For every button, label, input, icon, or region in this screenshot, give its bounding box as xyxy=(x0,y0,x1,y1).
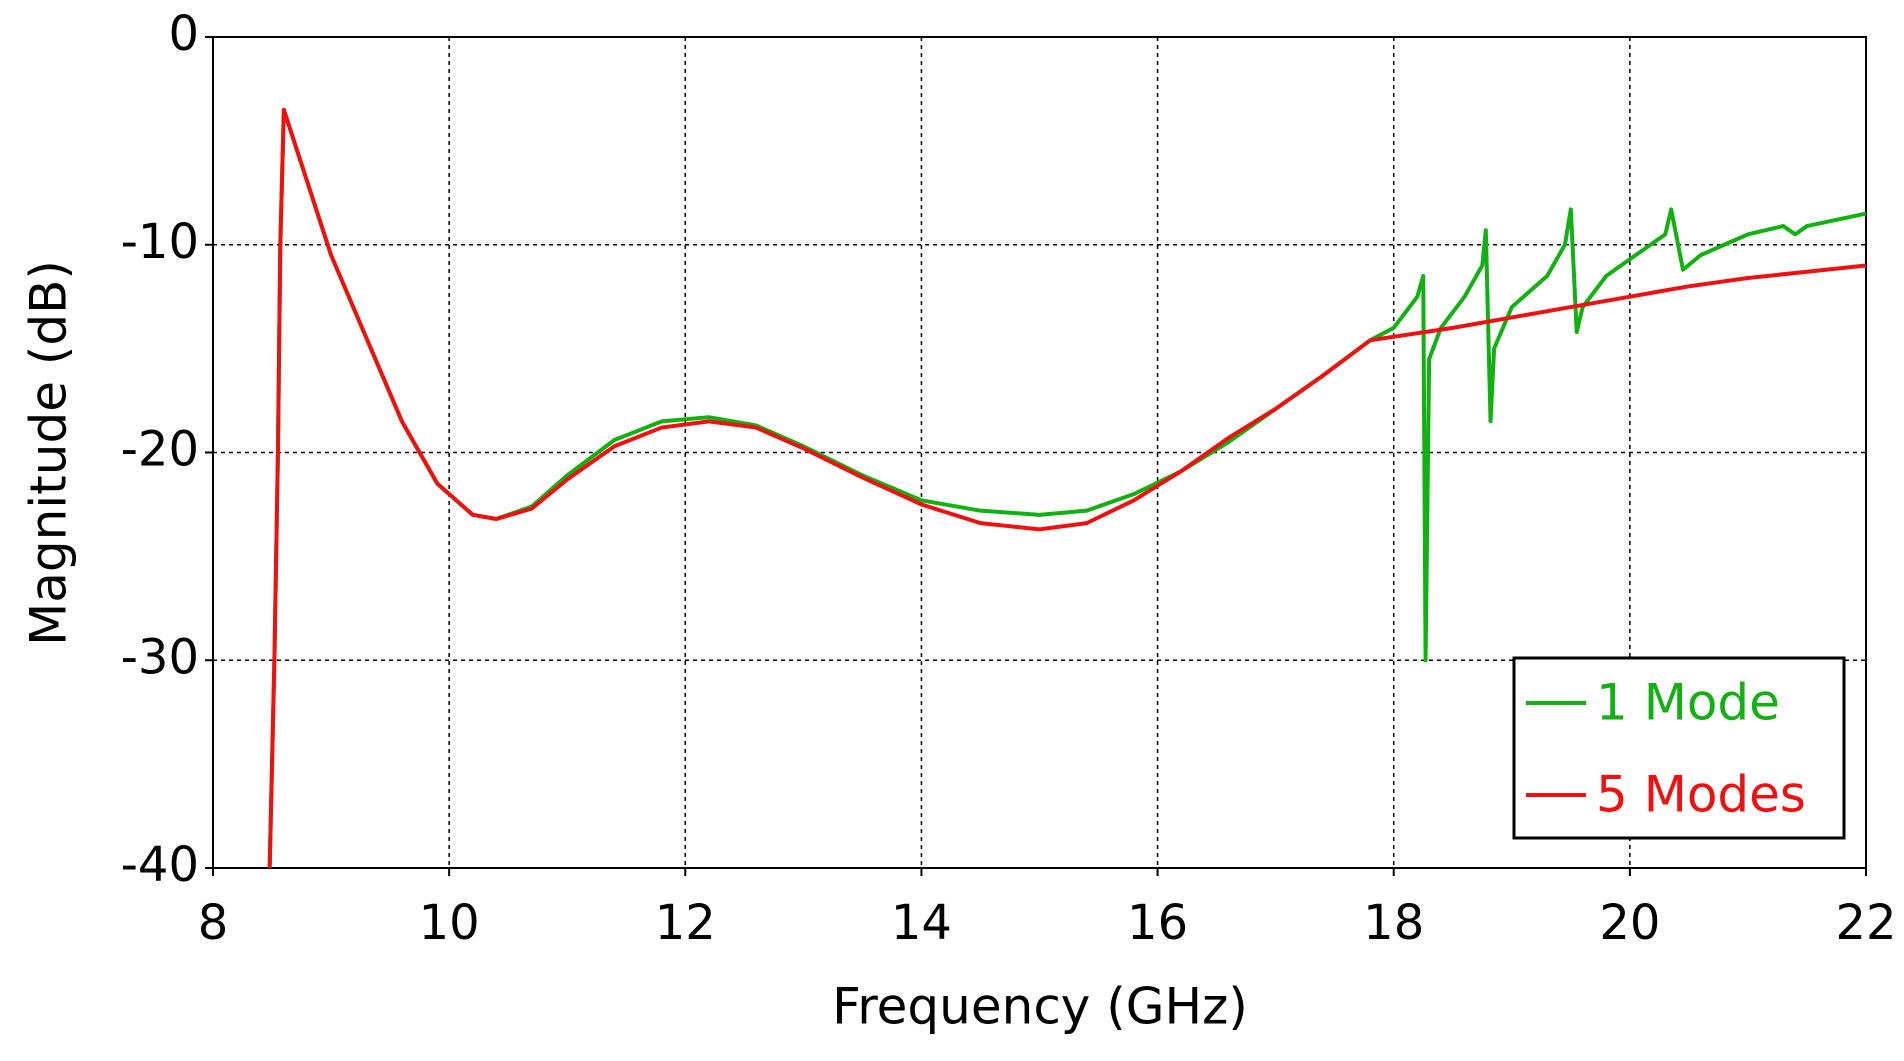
x-tick-label: 18 xyxy=(1363,895,1424,951)
plot-frame xyxy=(212,36,1867,869)
y-axis-label: Magnitude (dB) xyxy=(20,260,78,646)
x-tick-label: 20 xyxy=(1599,895,1660,951)
y-tick-label: 0 xyxy=(168,6,199,62)
legend-label: 1 Mode xyxy=(1596,674,1780,732)
x-tick-label: 10 xyxy=(419,895,480,951)
y-tick-label: -30 xyxy=(121,629,199,685)
y-tick-label: -40 xyxy=(121,837,199,893)
legend-label: 5 Modes xyxy=(1596,766,1806,824)
x-tick-label: 14 xyxy=(891,895,952,951)
y-tick-label: -10 xyxy=(121,214,199,270)
y-tick-label: -20 xyxy=(121,422,199,478)
x-tick-label: 16 xyxy=(1127,895,1188,951)
x-tick-label: 8 xyxy=(198,895,229,951)
x-tick-label: 12 xyxy=(655,895,716,951)
legend-box xyxy=(1512,656,1846,840)
x-axis-label: Frequency (GHz) xyxy=(832,978,1248,1036)
series-line xyxy=(267,107,1867,869)
x-tick-label: 22 xyxy=(1835,895,1896,951)
